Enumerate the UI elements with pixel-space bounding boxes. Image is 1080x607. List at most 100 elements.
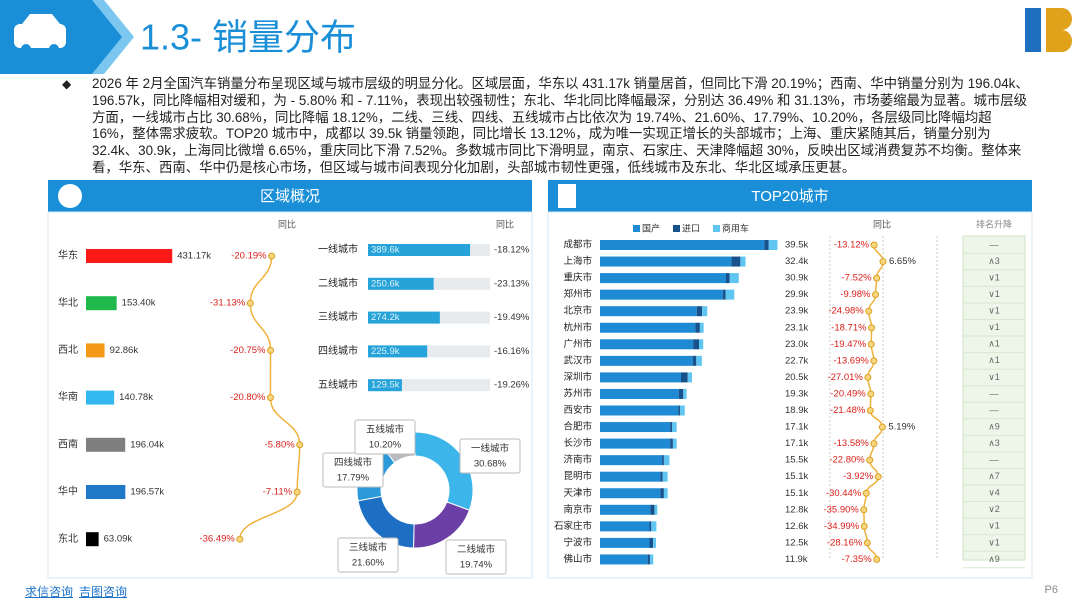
category-label: 华东	[58, 249, 78, 262]
car-icon	[14, 24, 66, 48]
bar-segment	[699, 339, 704, 350]
total-label: 29.9k	[785, 289, 808, 300]
bar-segment	[670, 438, 673, 449]
bar	[368, 244, 471, 256]
bar	[368, 345, 428, 358]
growth-header: 同比	[496, 218, 514, 229]
growth-label: -21.48%	[830, 405, 866, 416]
bar-segment	[649, 537, 654, 548]
growth-label: -20.75%	[230, 345, 266, 356]
legend-swatch	[633, 225, 640, 232]
rank-label: ∧9	[988, 421, 1000, 431]
rank-label: ∧7	[988, 471, 1000, 481]
growth-point	[867, 340, 875, 348]
value-label: 225.9k	[371, 346, 400, 357]
value-label: 196.57k	[130, 487, 164, 498]
rank-label: ∨1	[988, 322, 1000, 332]
category-label: 四线城市	[318, 344, 358, 357]
section-title: 区域概况	[260, 188, 320, 205]
bar-segment	[768, 240, 778, 250]
bar-segment	[600, 355, 693, 366]
growth-label: 6.65%	[889, 256, 916, 267]
total-label: 30.9k	[785, 273, 808, 284]
car-icon-top	[22, 14, 60, 24]
category-label: 佛山市	[563, 553, 592, 565]
summary-text: 2026 年 2月全国汽车销量分布呈现区域与城市层级的明显分化。区域层面，华东以…	[92, 76, 1029, 175]
bar-segment	[660, 471, 663, 482]
growth-label: -7.35%	[842, 554, 873, 565]
growth-point	[866, 456, 874, 464]
category-label: 北京市	[563, 305, 592, 317]
bar-segment	[600, 388, 679, 399]
category-label: 西北	[58, 344, 78, 356]
growth-point	[296, 441, 304, 449]
growth-point	[874, 473, 882, 481]
category-label: 济南市	[563, 454, 592, 466]
bar-segment	[600, 256, 732, 267]
growth-point	[860, 522, 868, 530]
category-label: 广州市	[563, 338, 592, 350]
growth-label: -9.98%	[840, 289, 871, 300]
slice-label-box	[459, 438, 521, 474]
growth-point	[870, 440, 878, 448]
footer-link[interactable]: 求信咨询	[25, 585, 74, 599]
value-label: 274.2k	[371, 312, 400, 323]
bar-segment	[683, 388, 687, 399]
bar-segment	[600, 455, 663, 466]
slice-label-box	[445, 539, 507, 575]
bar-segment	[662, 471, 668, 482]
slice-value: 17.79%	[337, 473, 370, 484]
category-label: 西安市	[563, 404, 592, 416]
bar-segment	[647, 554, 650, 565]
growth-point	[246, 299, 254, 307]
bar-segment	[600, 537, 650, 548]
bar-segment	[600, 438, 671, 449]
growth-label: -18.12%	[494, 245, 530, 256]
footer-link[interactable]: 吉图咨询	[79, 585, 128, 599]
bar-segment	[672, 438, 677, 449]
total-label: 22.7k	[785, 355, 808, 366]
bar-segment	[699, 322, 704, 333]
bar-segment	[731, 256, 741, 267]
bar-segment	[649, 554, 654, 565]
value-label: 92.86k	[110, 345, 139, 356]
total-label: 15.1k	[785, 471, 808, 482]
total-label: 32.4k	[785, 256, 808, 267]
bar	[86, 485, 126, 499]
rank-label: ∨2	[988, 504, 1000, 514]
bar-segment	[600, 240, 765, 250]
logo-right	[1046, 8, 1072, 52]
bar-segment	[600, 488, 661, 499]
category-label: 合肥市	[563, 421, 592, 433]
bar-segment	[726, 273, 730, 284]
rank-label: ∧3	[988, 438, 1000, 448]
value-label: 250.6k	[371, 278, 400, 289]
total-label: 23.0k	[785, 339, 808, 350]
total-label: 12.6k	[785, 521, 808, 532]
bar-segment	[702, 306, 708, 317]
bar-segment	[650, 504, 655, 515]
bar-segment	[764, 240, 769, 250]
bar-segment	[680, 405, 686, 416]
category-label: 宁波市	[563, 536, 592, 548]
category-label: 西南	[58, 437, 78, 450]
growth-label: -7.11%	[263, 487, 293, 498]
category-label: 上海市	[563, 255, 592, 267]
category-label: 华南	[58, 390, 78, 403]
bar-segment	[663, 455, 670, 466]
bar	[86, 437, 126, 452]
bar-segment	[672, 422, 677, 433]
rank-label: ∨4	[988, 488, 1000, 498]
slice-label-box	[322, 452, 384, 488]
rank-label: ∧1	[988, 339, 1000, 349]
slice-value: 19.74%	[460, 560, 493, 571]
bar-segment	[600, 339, 694, 350]
bar-segment	[696, 306, 703, 317]
logo-left	[1025, 8, 1041, 52]
rank-label: ∨1	[988, 537, 1000, 547]
bar	[86, 390, 115, 405]
page-number: P6	[1044, 584, 1058, 596]
growth-label: -34.99%	[824, 521, 860, 532]
growth-point	[879, 258, 887, 266]
